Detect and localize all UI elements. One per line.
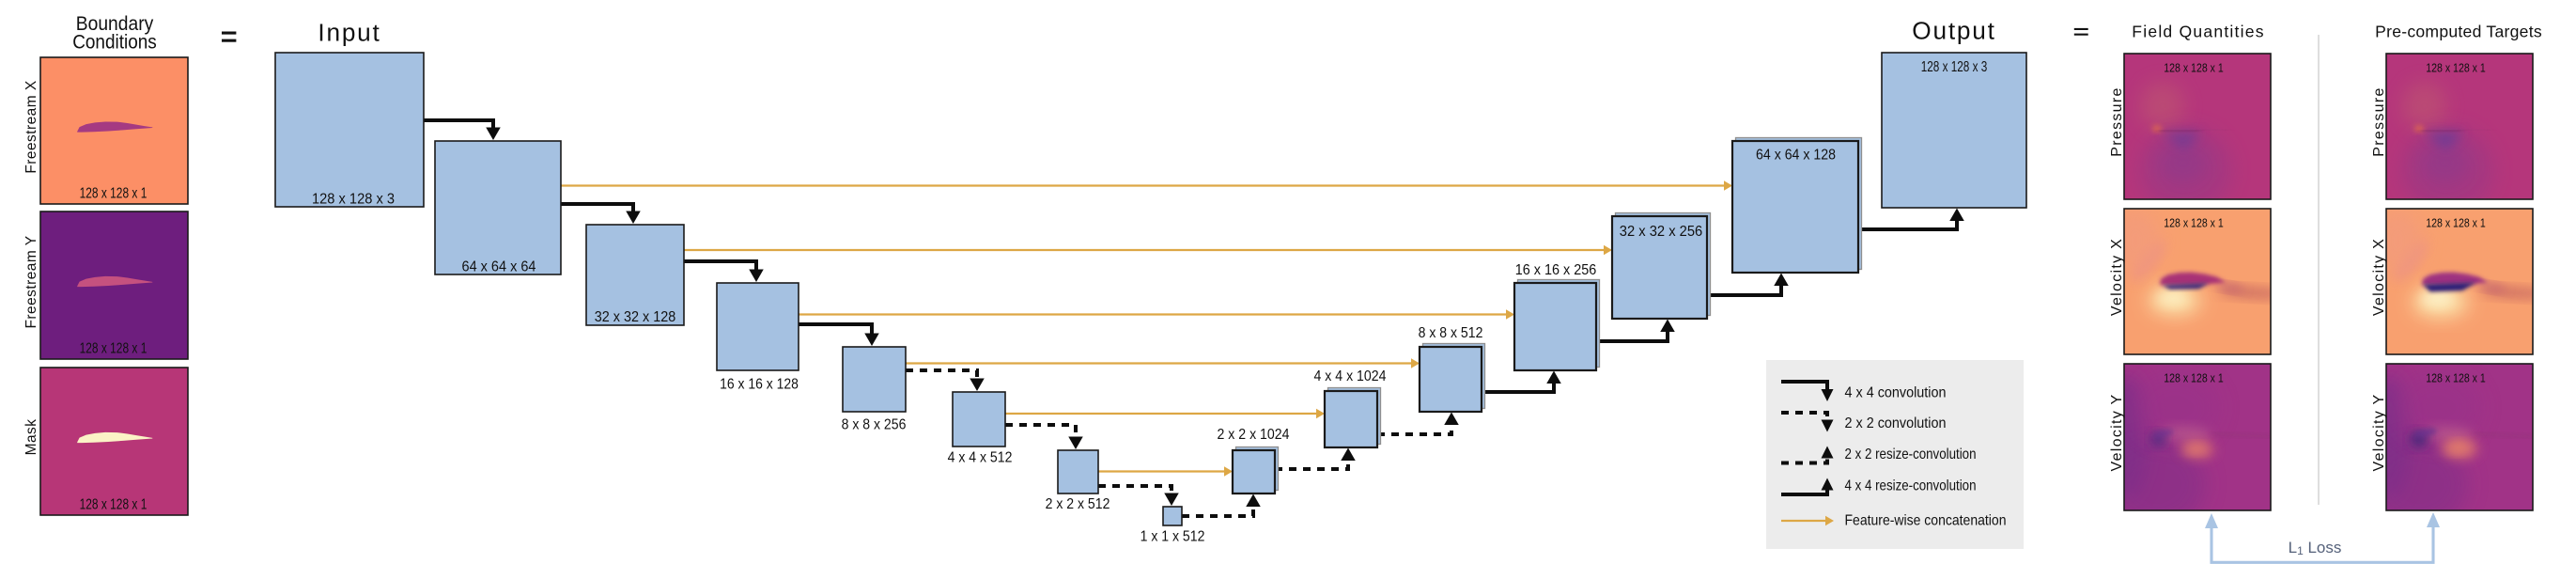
- svg-text:Field Quantities: Field Quantities: [2132, 22, 2264, 40]
- svg-text:Output: Output: [1912, 17, 1995, 45]
- svg-text:128 x 128 x 1: 128 x 128 x 1: [80, 341, 147, 357]
- svg-text:128 x 128 x 1: 128 x 128 x 1: [2426, 62, 2486, 75]
- svg-text:128 x 128 x 1: 128 x 128 x 1: [2164, 62, 2224, 75]
- svg-text:Input: Input: [318, 18, 380, 46]
- svg-text:128 x 128 x 3: 128 x 128 x 3: [312, 192, 395, 208]
- svg-text:16 x 16 x 128: 16 x 16 x 128: [720, 376, 799, 392]
- svg-text:2 x 2 resize-convolution: 2 x 2 resize-convolution: [1845, 446, 1977, 462]
- svg-text:4 x 4 x 1024: 4 x 4 x 1024: [1314, 368, 1387, 384]
- svg-text:Velocity Y: Velocity Y: [2109, 394, 2125, 472]
- svg-text:Velocity X: Velocity X: [2371, 238, 2387, 316]
- svg-text:16 x 16 x 256: 16 x 16 x 256: [1515, 262, 1597, 278]
- svg-text:2 x 2 convolution: 2 x 2 convolution: [1845, 415, 1947, 431]
- svg-text:Pre-computed Targets: Pre-computed Targets: [2375, 22, 2542, 40]
- svg-text:2 x 2 x 512: 2 x 2 x 512: [1046, 496, 1110, 512]
- svg-text:128 x 128 x 1: 128 x 128 x 1: [2426, 217, 2486, 230]
- svg-text:8 x 8 x 256: 8 x 8 x 256: [842, 417, 907, 433]
- svg-text:Pressure: Pressure: [2109, 86, 2125, 156]
- svg-text:Boundary: Boundary: [76, 12, 154, 35]
- svg-text:2 x 2 x 1024: 2 x 2 x 1024: [1218, 427, 1290, 443]
- svg-text:Velocity Y: Velocity Y: [2371, 394, 2387, 472]
- svg-text:128 x 128 x 3: 128 x 128 x 3: [1921, 59, 1988, 75]
- svg-text:64 x 64 x 64: 64 x 64 x 64: [462, 259, 536, 275]
- svg-text:Conditions: Conditions: [72, 31, 157, 54]
- svg-text:Pressure: Pressure: [2371, 86, 2387, 156]
- svg-text:Mask: Mask: [23, 419, 39, 456]
- svg-text:128 x 128 x 1: 128 x 128 x 1: [80, 497, 147, 513]
- svg-text:4 x 4 convolution: 4 x 4 convolution: [1845, 384, 1947, 400]
- svg-text:Freestream Y: Freestream Y: [23, 235, 39, 328]
- svg-text:64 x 64 x 128: 64 x 64 x 128: [1756, 148, 1836, 164]
- svg-text:Feature-wise concatenation: Feature-wise concatenation: [1845, 512, 2007, 528]
- svg-text:4 x 4 x 512: 4 x 4 x 512: [948, 450, 1013, 466]
- svg-text:4 x 4 resize-convolution: 4 x 4 resize-convolution: [1845, 478, 1977, 494]
- svg-text:128 x 128 x 1: 128 x 128 x 1: [2426, 372, 2486, 385]
- svg-text:Freestream X: Freestream X: [23, 80, 39, 173]
- svg-text:128 x 128 x 1: 128 x 128 x 1: [2164, 372, 2224, 385]
- svg-text:8 x 8 x 512: 8 x 8 x 512: [1419, 325, 1483, 341]
- svg-text:1 x 1 x 512: 1 x 1 x 512: [1141, 529, 1205, 545]
- svg-text:L1 Loss: L1 Loss: [2289, 539, 2342, 557]
- svg-text:32 x 32 x 256: 32 x 32 x 256: [1620, 224, 1703, 240]
- svg-text:Velocity X: Velocity X: [2109, 238, 2125, 316]
- svg-text:128 x 128 x 1: 128 x 128 x 1: [2164, 217, 2224, 230]
- svg-text:32 x 32 x 128: 32 x 32 x 128: [595, 309, 676, 325]
- svg-text:128 x 128 x 1: 128 x 128 x 1: [80, 186, 147, 202]
